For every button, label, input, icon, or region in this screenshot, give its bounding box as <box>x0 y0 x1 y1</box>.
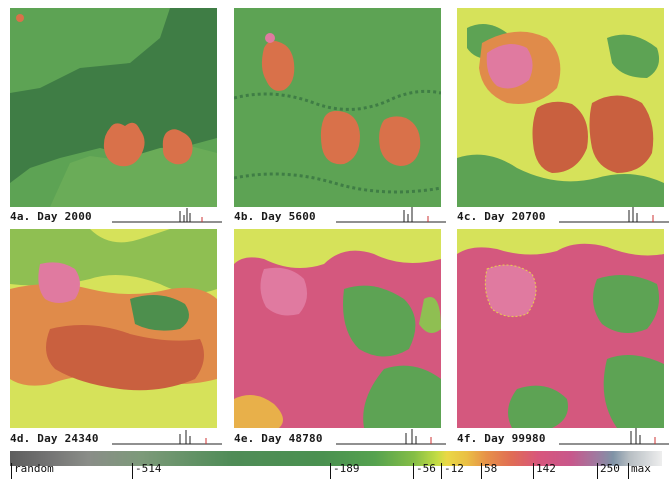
panel-caption-4f: 4f. Day 99980 <box>457 432 546 445</box>
scale-label-neg189: -189 <box>330 463 360 479</box>
map-4c <box>457 8 664 207</box>
histogram-4f <box>559 427 669 447</box>
scale-label-random: random <box>11 463 54 479</box>
panel-caption-4d: 4d. Day 24340 <box>10 432 99 445</box>
map-4a <box>10 8 217 207</box>
map-4b <box>234 8 441 207</box>
panel-caption-4e: 4e. Day 48780 <box>234 432 323 445</box>
color-scale-bar <box>10 451 662 466</box>
histogram-4c <box>559 205 669 225</box>
scale-label-neg56: -56 <box>413 463 436 479</box>
scale-label-250: 250 <box>597 463 620 479</box>
scale-label-neg12: -12 <box>441 463 464 479</box>
panel-4e <box>234 229 441 428</box>
map-4e <box>234 229 441 428</box>
scale-label-neg514: -514 <box>132 463 162 479</box>
map-4f <box>457 229 664 428</box>
panel-caption-4a: 4a. Day 2000 <box>10 210 92 223</box>
panel-4f <box>457 229 664 428</box>
histogram-4a <box>112 205 222 225</box>
scale-label-142: 142 <box>533 463 556 479</box>
histogram-4e <box>336 427 446 447</box>
panel-4d <box>10 229 217 428</box>
panel-4a <box>10 8 217 207</box>
histogram-4b <box>336 205 446 225</box>
scale-label-max: max <box>628 463 651 479</box>
scale-label-58: 58 <box>481 463 497 479</box>
panel-4b <box>234 8 441 207</box>
panel-4c <box>457 8 664 207</box>
histogram-4d <box>112 427 222 447</box>
panel-caption-4c: 4c. Day 20700 <box>457 210 546 223</box>
map-4d <box>10 229 217 428</box>
panel-caption-4b: 4b. Day 5600 <box>234 210 316 223</box>
